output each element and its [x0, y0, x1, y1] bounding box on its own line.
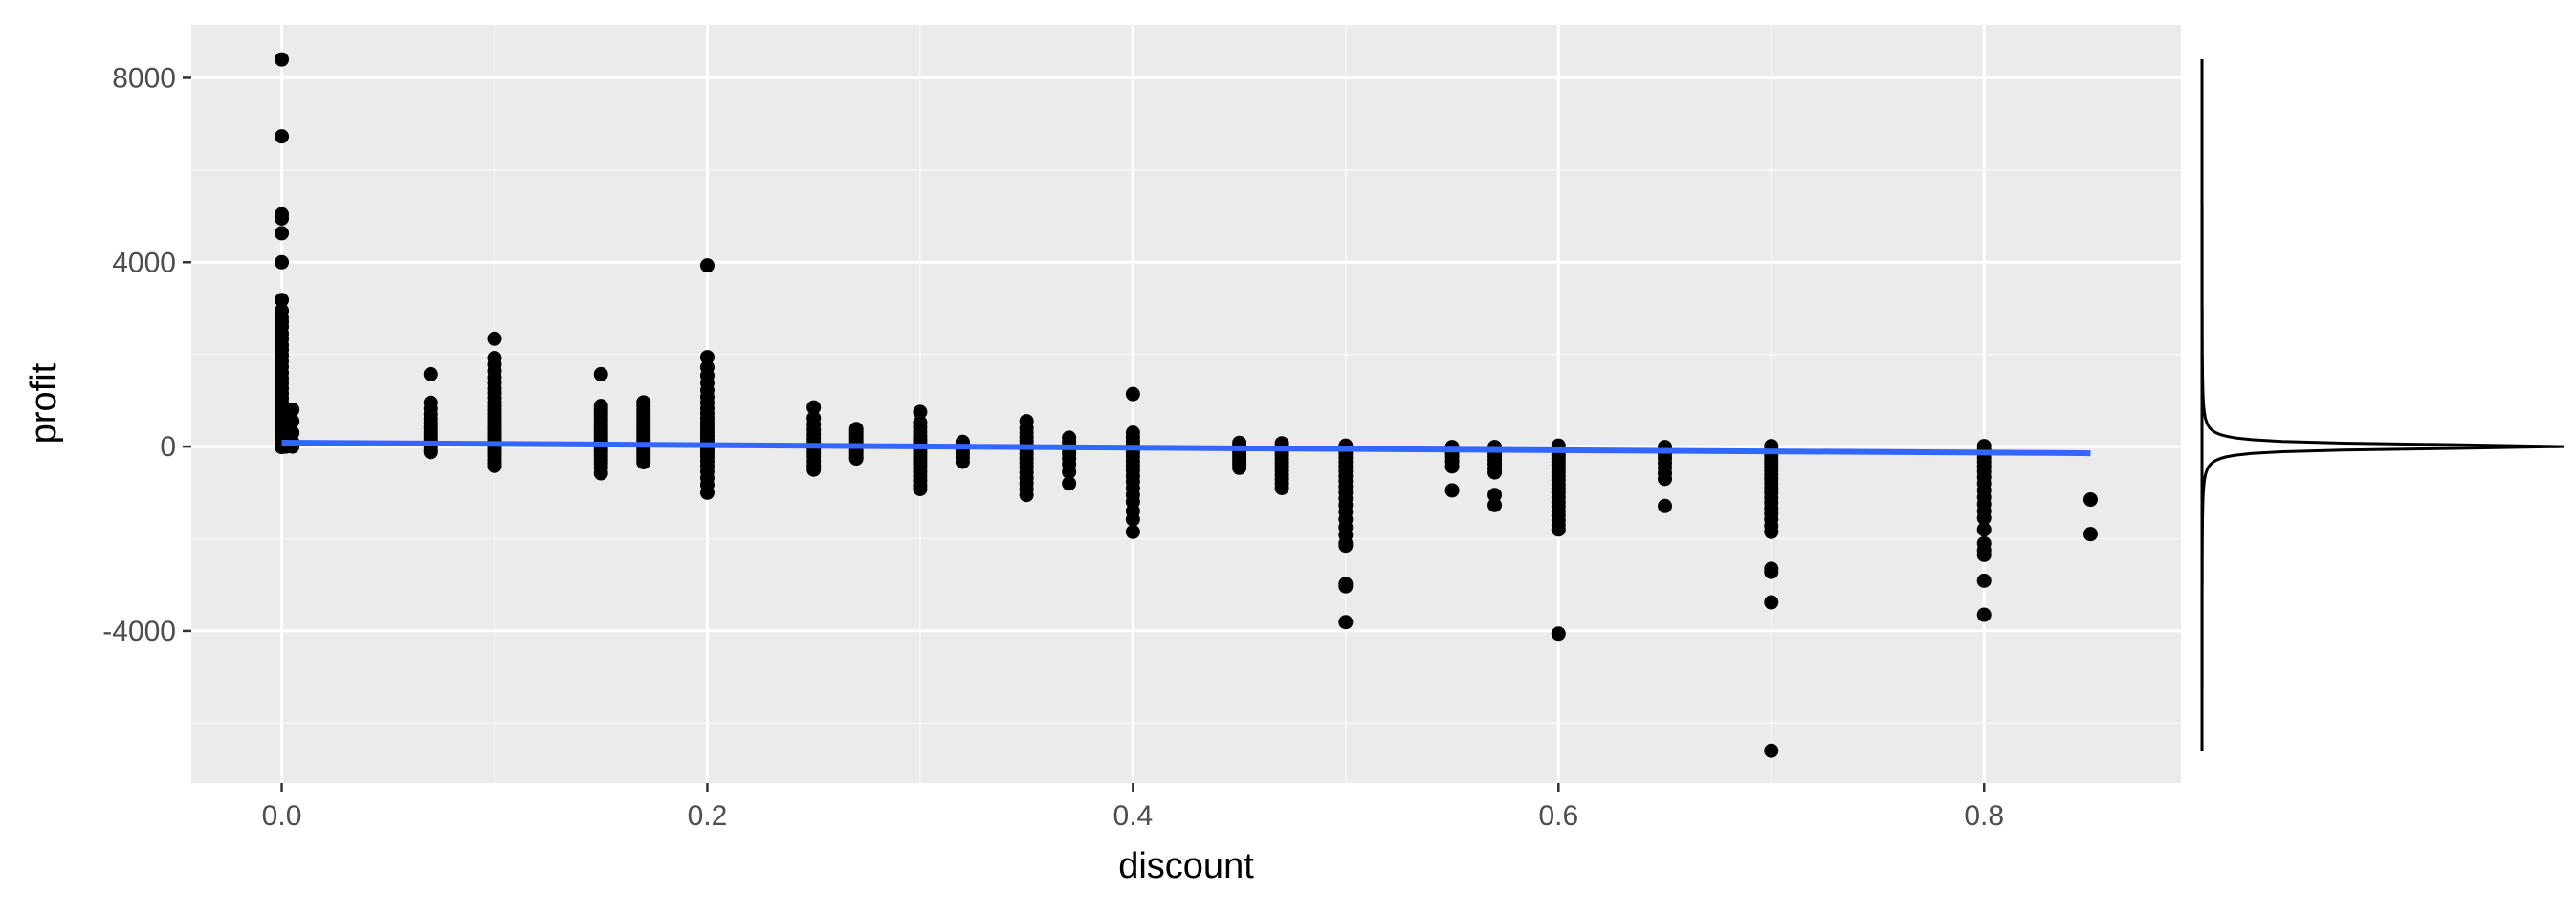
density-curve — [2200, 59, 2565, 751]
data-point — [806, 462, 822, 477]
data-point — [275, 210, 290, 226]
data-point — [699, 350, 715, 365]
x-axis-ticks: 0.0 0.2 0.4 0.6 0.8 — [262, 783, 2004, 832]
data-point — [1232, 460, 1247, 475]
x-tick-label: 0.6 — [1538, 800, 1578, 832]
data-point — [487, 331, 502, 346]
data-point — [1658, 498, 1673, 513]
data-point — [1019, 488, 1034, 503]
data-point — [1764, 595, 1779, 610]
data-point — [275, 52, 290, 67]
data-point — [1976, 511, 1992, 526]
y-tick-label: 8000 — [112, 62, 176, 94]
data-point — [487, 458, 502, 473]
data-point — [1976, 522, 1992, 537]
data-point — [275, 129, 290, 144]
y-tick-label: 4000 — [112, 247, 176, 278]
data-point — [1764, 564, 1779, 579]
data-point — [955, 454, 970, 469]
data-point — [848, 451, 864, 467]
data-point — [423, 445, 438, 460]
data-point — [1338, 578, 1354, 594]
data-point — [1338, 615, 1354, 630]
data-point — [1487, 488, 1503, 503]
data-point — [1125, 524, 1140, 539]
data-point — [1062, 476, 1077, 491]
y-tick-label: -4000 — [102, 616, 176, 647]
y-axis-ticks: -4000 0 4000 8000 — [102, 62, 191, 647]
data-point — [1764, 524, 1779, 539]
data-point — [275, 226, 290, 241]
data-point — [1338, 538, 1354, 554]
data-point — [275, 254, 290, 270]
data-point — [1444, 459, 1460, 474]
marginal-density — [2200, 59, 2565, 751]
x-tick-label: 0.2 — [688, 800, 728, 832]
data-point — [1125, 511, 1140, 527]
trend-line — [281, 439, 2091, 457]
data-point — [1976, 607, 1992, 622]
data-point — [593, 466, 608, 481]
data-point — [636, 454, 651, 469]
data-point — [913, 404, 928, 420]
data-point — [1274, 480, 1289, 495]
data-point — [1976, 573, 1992, 588]
data-point — [1658, 471, 1673, 487]
x-tick-label: 0.4 — [1113, 800, 1154, 832]
x-tick-label: 0.8 — [1964, 800, 2004, 832]
data-point — [423, 366, 438, 381]
data-point — [1551, 522, 1566, 537]
data-point — [1764, 743, 1779, 758]
data-point — [1976, 547, 1992, 562]
data-point — [1125, 386, 1140, 402]
y-tick-label: 0 — [160, 431, 176, 463]
plot-panel — [191, 25, 2181, 783]
data-point — [699, 485, 715, 500]
x-axis-title: discount — [1118, 846, 1254, 886]
data-point — [913, 481, 928, 496]
data-point — [806, 400, 822, 415]
y-axis-title: profit — [24, 362, 64, 444]
data-point — [1062, 465, 1077, 480]
data-point — [1487, 465, 1503, 480]
data-point — [593, 366, 608, 381]
data-point — [699, 258, 715, 273]
data-point — [275, 293, 290, 308]
data-point — [1551, 626, 1566, 642]
minor-gridlines — [191, 25, 2181, 783]
data-point — [1444, 483, 1460, 498]
data-point — [285, 414, 300, 429]
data-point — [2082, 527, 2098, 542]
data-point — [1487, 497, 1503, 512]
data-point — [285, 403, 300, 418]
x-tick-label: 0.0 — [262, 800, 302, 832]
data-points — [275, 52, 2098, 758]
data-point — [2082, 492, 2098, 508]
